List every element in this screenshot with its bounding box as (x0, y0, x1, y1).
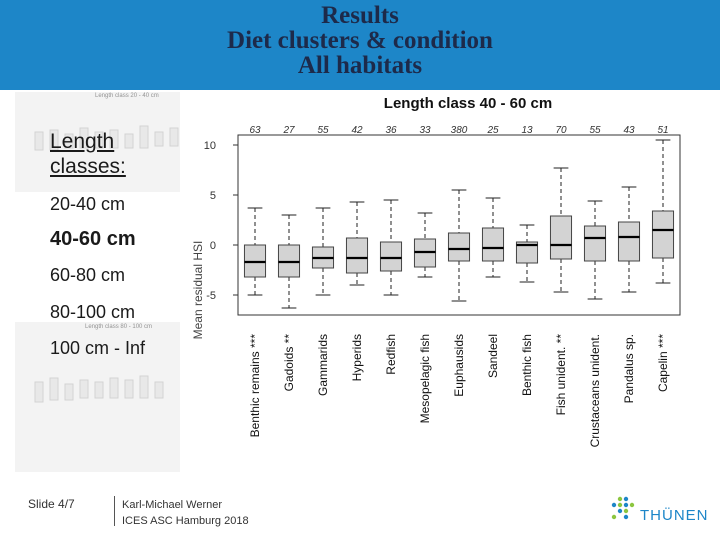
count-label: 33 (419, 125, 431, 136)
count-label: 55 (589, 125, 601, 136)
title-line-1: Results (321, 2, 399, 29)
count-label: 70 (555, 125, 567, 136)
y-tick-label: 10 (204, 140, 216, 152)
heading-line-2: classes: (50, 155, 126, 178)
box-iqr (549, 215, 573, 260)
count-label: 13 (521, 125, 533, 136)
boxplot-chart: Length class 40 - 60 cm Mean residual HS… (180, 90, 690, 485)
thuenen-logo-icon (611, 496, 635, 520)
box-iqr (583, 225, 607, 262)
title-line-3: All habitats (297, 52, 423, 79)
chart-title: Length class 40 - 60 cm (384, 95, 552, 112)
title-line-2: Diet clusters & condition (227, 27, 493, 54)
y-tick-label: 5 (210, 190, 216, 202)
category-label: Capelin *** (656, 334, 670, 392)
box-iqr (651, 210, 675, 259)
box-2 (277, 214, 301, 309)
y-axis: 10 5 0 -5 (204, 135, 239, 315)
length-classes-heading: Length classes: (50, 129, 126, 179)
y-tick-label: -5 (206, 290, 216, 302)
boxes (243, 139, 675, 309)
box-iqr (515, 241, 539, 264)
box-4 (345, 201, 369, 286)
thumbnail-bottom: Length class 80 - 100 cm (15, 322, 185, 472)
author-name: Karl-Michael Werner (122, 499, 223, 511)
category-label: Gadoids ** (282, 334, 296, 392)
box-5 (379, 199, 403, 296)
heading-line-1: Length (50, 130, 115, 153)
category-label: Mesopelagic fish (418, 334, 432, 423)
box-8 (481, 197, 505, 278)
count-label: 55 (317, 125, 329, 136)
footer-divider (114, 496, 115, 526)
box-iqr (379, 241, 403, 272)
category-label: Sandeel (486, 334, 500, 378)
box-iqr (481, 227, 505, 262)
count-label: 27 (282, 125, 295, 136)
category-label: Crustaceans unident. (588, 334, 602, 447)
event-name: ICES ASC Hamburg 2018 (122, 515, 249, 527)
box-6 (413, 212, 437, 278)
category-label: Gammarids (316, 334, 330, 396)
category-label: Euphausids (452, 334, 466, 397)
box-11 (583, 200, 607, 300)
category-label: Pandalus sp. (622, 334, 636, 403)
logo-text: THÜNEN (640, 507, 709, 524)
count-label: 63 (249, 125, 261, 136)
category-label: Redfish (384, 334, 398, 375)
category-labels: Benthic remains *** Gadoids ** Gammarids Hy… (248, 334, 670, 448)
box-iqr (447, 232, 471, 262)
category-label: Benthic fish (520, 334, 534, 396)
box-13 (651, 139, 675, 284)
y-tick-label: 0 (210, 240, 216, 252)
box-iqr (345, 237, 369, 274)
box-3 (311, 207, 335, 296)
thumbnail-bottom-plot (34, 375, 164, 403)
count-label: 36 (385, 125, 397, 136)
count-label: 43 (623, 125, 635, 136)
counts: 63 27 55 42 36 33 380 25 13 70 55 43 51 (249, 125, 668, 136)
box-12 (617, 186, 641, 293)
box-9 (515, 224, 539, 283)
category-label: Benthic remains *** (248, 334, 262, 438)
box-7 (447, 189, 471, 302)
thumbnail-top-title: Length class 20 - 40 cm (95, 93, 159, 99)
thumbnail-bottom-title: Length class 80 - 100 cm (85, 324, 153, 330)
category-label: Fish unident. ** (554, 334, 568, 416)
slide-number: Slide 4/7 (28, 497, 75, 511)
length-class-60-80: 60-80 cm (50, 265, 126, 285)
box-iqr (617, 221, 641, 262)
count-label: 42 (351, 125, 363, 136)
box-10 (549, 167, 573, 293)
y-axis-label: Mean residual HSI (191, 241, 205, 340)
thumbnail-top-plot (34, 125, 179, 151)
box-1 (243, 207, 267, 296)
count-label: 380 (451, 125, 468, 136)
length-class-80-100: 80-100 cm (50, 302, 136, 322)
length-class-100-inf: 100 cm - Inf (50, 338, 146, 358)
category-label: Hyperids (350, 334, 364, 381)
length-class-40-60: 40-60 cm (50, 228, 136, 250)
thumbnail-top: Length class 20 - 40 cm (15, 92, 185, 192)
length-class-20-40: 20-40 cm (50, 194, 126, 214)
count-label: 51 (657, 125, 668, 136)
count-label: 25 (486, 125, 499, 136)
title-banner: Results Diet clusters & condition All ha… (0, 0, 720, 90)
footer-author-block: Karl-Michael Werner ICES ASC Hamburg 201… (122, 497, 249, 529)
